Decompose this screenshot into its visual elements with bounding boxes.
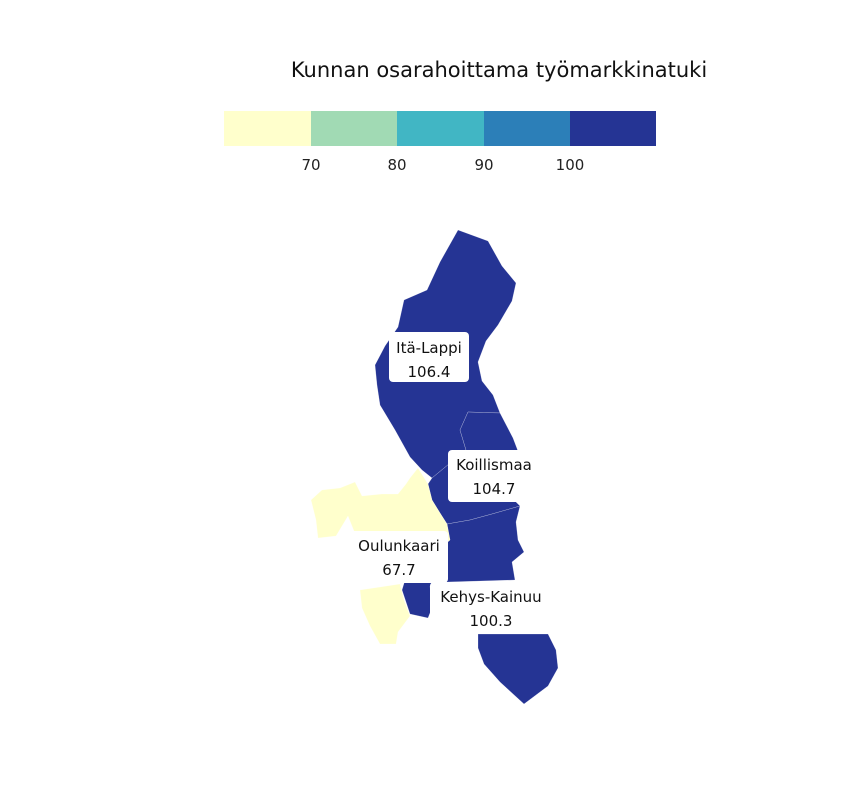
label-ita-lappi-value: 106.4 (408, 363, 451, 381)
label-ita-lappi-name: Itä-Lappi (396, 339, 462, 357)
legend-tick-100: 100 (556, 156, 585, 174)
label-oulunkaari: Oulunkaari 67.7 (350, 531, 448, 583)
region-labels: Itä-Lappi 106.4 Koillismaa 104.7 Oulunka… (350, 332, 552, 634)
color-legend: 70 80 90 100 (224, 111, 656, 174)
label-kehys-kainuu-value: 100.3 (470, 612, 513, 630)
label-koillismaa-value: 104.7 (473, 480, 516, 498)
legend-bin-0 (224, 111, 311, 146)
label-koillismaa-name: Koillismaa (456, 456, 532, 474)
label-oulunkaari-name: Oulunkaari (358, 537, 440, 555)
label-koillismaa: Koillismaa 104.7 (448, 450, 540, 502)
label-oulunkaari-value: 67.7 (382, 561, 415, 579)
legend-bin-1 (311, 111, 397, 146)
region-kehys-kainuu-south (477, 633, 559, 705)
legend-bin-4 (570, 111, 656, 146)
legend-tick-80: 80 (387, 156, 406, 174)
legend-tick-90: 90 (474, 156, 493, 174)
label-kehys-kainuu: Kehys-Kainuu 100.3 (430, 582, 552, 634)
map-title: Kunnan osarahoittama työmarkkinatuki (291, 58, 707, 82)
legend-tick-70: 70 (301, 156, 320, 174)
label-ita-lappi: Itä-Lappi 106.4 (389, 332, 469, 382)
legend-bin-2 (397, 111, 484, 146)
label-kehys-kainuu-name: Kehys-Kainuu (440, 588, 541, 606)
legend-bin-3 (484, 111, 570, 146)
region-oulunkaari-south (359, 583, 411, 645)
region-kehys-kainuu (401, 505, 525, 619)
